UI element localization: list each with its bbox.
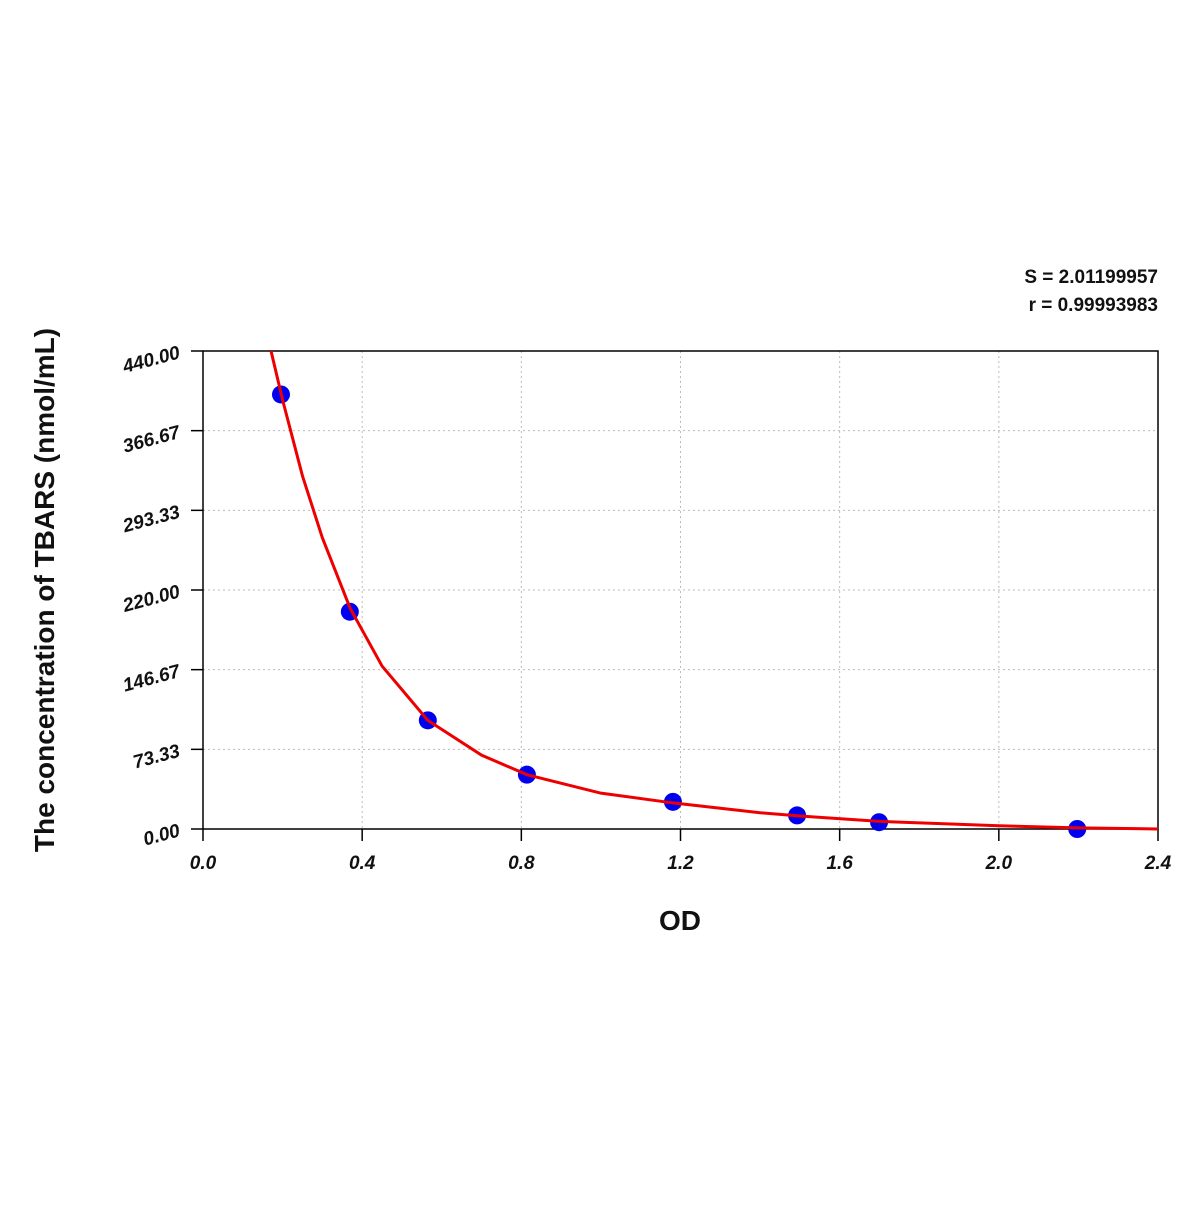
annotation: r = 0.99993983 <box>1029 295 1158 316</box>
x-tick-label: 1.2 <box>667 853 694 874</box>
y-tick-label: 146.67 <box>121 661 184 697</box>
x-tick-label: 1.6 <box>826 853 853 874</box>
y-tick-label: 73.33 <box>131 741 183 774</box>
x-tick-label: 2.4 <box>1144 853 1172 874</box>
y-tick-label: 366.67 <box>121 422 184 458</box>
x-tick-label: 0.4 <box>349 853 376 874</box>
x-tick-label: 0.8 <box>508 853 535 874</box>
y-axis-title: The concentration of TBARS (nmol/mL) <box>29 328 60 852</box>
x-tick-label: 0.0 <box>190 853 217 874</box>
plot-frame <box>202 350 1159 830</box>
y-tick-label: 0.00 <box>141 820 183 850</box>
y-tick-label: 293.33 <box>120 502 183 538</box>
y-tick-label: 220.00 <box>120 581 183 617</box>
x-tick-label: 2.0 <box>985 853 1013 874</box>
x-axis-title: OD <box>659 905 701 936</box>
annotation: S = 2.01199957 <box>1024 267 1158 288</box>
y-tick-label: 440.00 <box>120 342 183 378</box>
fit-line <box>269 350 1159 831</box>
